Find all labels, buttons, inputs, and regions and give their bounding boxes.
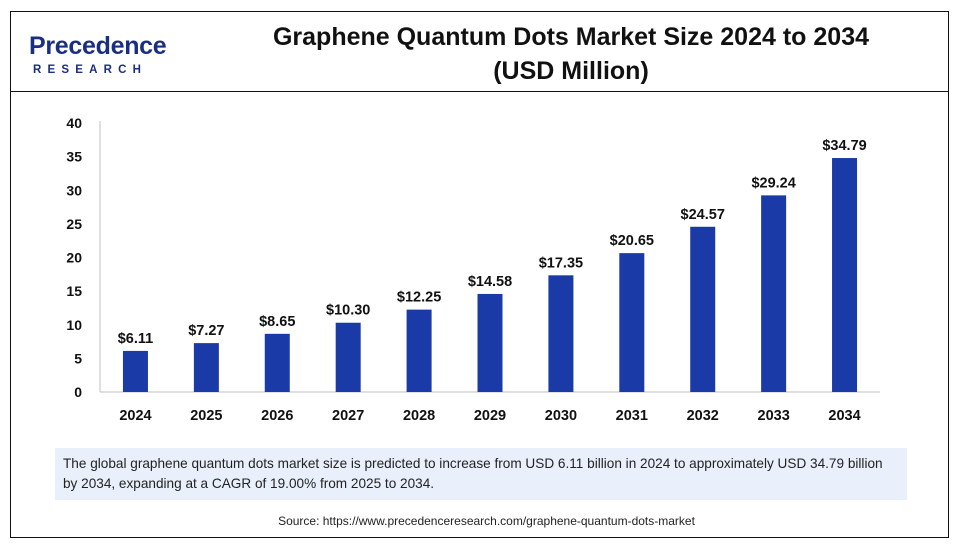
x-tick-label: 2027	[332, 408, 364, 424]
y-tick-label: 5	[74, 350, 82, 366]
x-tick-label: 2033	[758, 408, 790, 424]
data-label: $12.25	[397, 290, 441, 306]
x-tick-label: 2026	[261, 408, 293, 424]
data-label: $7.27	[188, 323, 224, 339]
x-tick-label: 2034	[828, 408, 860, 424]
data-label: $10.30	[326, 303, 370, 319]
data-label: $29.24	[751, 175, 795, 191]
bar	[832, 158, 858, 392]
data-label: $8.65	[259, 314, 295, 330]
chart-header: Precedence RESEARCH Graphene Quantum Dot…	[11, 12, 948, 92]
bar	[690, 226, 716, 392]
bar	[619, 253, 645, 392]
data-label: $17.35	[539, 255, 583, 271]
data-label: $24.57	[681, 207, 725, 223]
y-tick-label: 15	[66, 283, 82, 299]
data-label: $6.11	[118, 331, 154, 347]
y-tick-label: 0	[74, 384, 82, 400]
x-tick-label: 2031	[616, 408, 648, 424]
y-tick-label: 30	[66, 182, 82, 198]
x-tick-label: 2025	[190, 408, 222, 424]
data-label: $20.65	[610, 233, 654, 249]
bar	[193, 343, 219, 392]
bar	[335, 322, 361, 392]
brand-name: Precedence	[29, 32, 167, 60]
bar	[477, 293, 503, 392]
bar	[406, 309, 432, 392]
x-tick-label: 2029	[474, 408, 506, 424]
y-tick-label: 20	[66, 250, 82, 266]
data-label: $34.79	[822, 138, 866, 154]
source-note: Source: https://www.precedenceresearch.c…	[278, 514, 695, 528]
y-tick-label: 40	[66, 115, 82, 131]
summary-box: The global graphene quantum dots market …	[55, 448, 907, 500]
bar	[548, 275, 574, 392]
brand-subtitle: RESEARCH	[33, 64, 148, 76]
x-tick-label: 2032	[687, 408, 719, 424]
x-tick-label: 2030	[545, 408, 577, 424]
bar	[122, 350, 148, 392]
bar-chart: 0510152025303540$6.112024$7.272025$8.652…	[66, 115, 880, 424]
chart-title: Graphene Quantum Dots Market Size 2024 t…	[211, 20, 931, 88]
brand-logo: Precedence RESEARCH	[29, 32, 179, 82]
bar	[761, 195, 787, 392]
bar	[264, 333, 290, 392]
chart-title-line-2: (USD Million)	[493, 57, 649, 85]
data-label: $14.58	[468, 274, 512, 290]
x-tick-label: 2028	[403, 408, 435, 424]
y-tick-label: 10	[66, 317, 82, 333]
y-tick-label: 35	[66, 149, 82, 165]
y-tick-label: 25	[66, 216, 82, 232]
x-tick-label: 2024	[119, 408, 151, 424]
chart-title-line-1: Graphene Quantum Dots Market Size 2024 t…	[272, 23, 870, 51]
